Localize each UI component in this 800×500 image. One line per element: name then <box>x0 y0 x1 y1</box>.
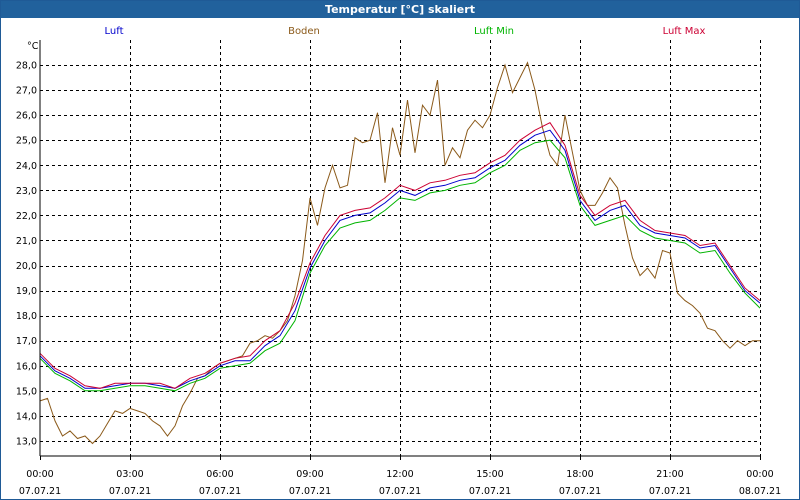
x-tick-date: 07.07.21 <box>109 486 151 497</box>
legend-entry-luft-min: Luft Min <box>474 26 514 37</box>
series-line-luft-max <box>39 122 761 389</box>
y-tick-label: 16,0 <box>16 361 37 372</box>
y-tick-label: 21,0 <box>16 236 37 247</box>
x-tick-date: 07.07.21 <box>19 486 61 497</box>
series-line-boden <box>39 61 760 445</box>
x-tick-time: 06:00 <box>206 469 233 480</box>
legend-entry-luft-max: Luft Max <box>663 26 706 37</box>
y-tick-label: 25,0 <box>16 136 37 147</box>
x-tick-date: 08.07.21 <box>739 486 781 497</box>
legend-entry-boden: Boden <box>288 26 320 37</box>
y-tick-label: 13,0 <box>16 436 37 447</box>
x-tick-time: 18:00 <box>566 469 593 480</box>
y-tick-label: 28,0 <box>16 61 37 72</box>
x-tick-date: 07.07.21 <box>199 486 241 497</box>
x-tick-date: 07.07.21 <box>559 486 601 497</box>
x-tick-time: 03:00 <box>116 469 143 480</box>
x-tick-time: 15:00 <box>476 469 503 480</box>
y-tick-label: 26,0 <box>16 111 37 122</box>
y-tick-label: 19,0 <box>16 286 37 297</box>
y-tick-label: 14,0 <box>16 411 37 422</box>
y-tick-label: 18,0 <box>16 311 37 322</box>
x-tick-time: 09:00 <box>296 469 323 480</box>
x-tick-labels: 00:00 07.07.21 03:00 07.07.21 06:00 07.07.21 0… <box>19 456 781 497</box>
y-tick-label: 20,0 <box>16 261 37 272</box>
grid <box>40 40 761 456</box>
y-tick-label: 24,0 <box>16 161 37 172</box>
y-tick-label: 23,0 <box>16 186 37 197</box>
y-tick-label: 22,0 <box>16 211 37 222</box>
series-line-luft <box>39 129 761 389</box>
x-tick-date: 07.07.21 <box>379 486 421 497</box>
x-tick-time: 12:00 <box>386 469 413 480</box>
x-tick-date: 07.07.21 <box>469 486 511 497</box>
x-tick-date: 07.07.21 <box>289 486 331 497</box>
x-tick-date: 07.07.21 <box>649 486 691 497</box>
y-tick-label: 17,0 <box>16 336 37 347</box>
x-tick-time: 00:00 <box>26 469 53 480</box>
series-group <box>39 61 761 445</box>
window-title: Temperatur [°C] skaliert <box>1 1 799 18</box>
x-tick-time: 00:00 <box>746 469 773 480</box>
plot-area <box>40 40 760 456</box>
y-tick-label: 27,0 <box>16 86 37 97</box>
y-tick-label: 15,0 <box>16 386 37 397</box>
series-line-luft-min <box>39 139 761 392</box>
y-tick-labels: 13,0 14,0 15,0 16,0 17,0 18,0 19,0 20,0 21,0 22,0… <box>16 61 37 448</box>
legend: Luft Boden Luft Min Luft Max <box>105 26 706 37</box>
y-axis-label: °C <box>27 41 39 52</box>
legend-entry-luft: Luft <box>105 26 124 37</box>
x-tick-time: 21:00 <box>656 469 683 480</box>
